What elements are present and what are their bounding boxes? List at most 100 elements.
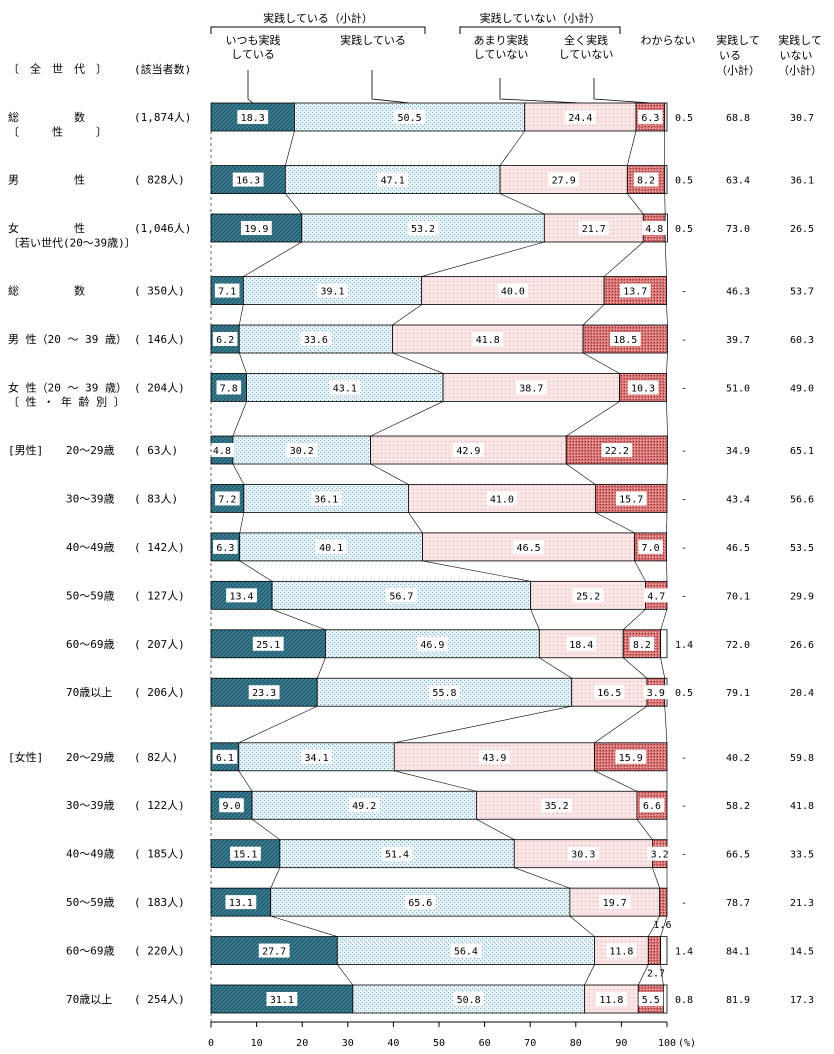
value-label-bg-15-2: [593, 685, 625, 700]
header-subtotal-no-2: いない: [780, 49, 813, 62]
subtotal-yes-19: 66.5: [726, 850, 750, 861]
connector-19-2: [476, 818, 515, 840]
row-label-13: 50～59歳: [66, 589, 115, 602]
value-label-22-1: 50.8: [457, 995, 481, 1006]
x-axis-unit: (%): [678, 1038, 696, 1049]
value-label-3-1: 47.1: [381, 176, 405, 187]
value-label-bg-22-1: [453, 992, 485, 1006]
value-label-bg-17-3: [615, 749, 647, 764]
header-subtotal-no-3: （小計）: [778, 63, 822, 77]
value-label-3-3: 8.2: [637, 176, 655, 187]
connector-19-3: [636, 819, 653, 840]
subtotal-no-11: 56.6: [790, 494, 814, 505]
subtotal-no-17: 59.8: [790, 753, 814, 764]
value-label-bg-11-0: [215, 491, 240, 506]
dk-value-15: 0.5: [675, 688, 693, 699]
bar-segment-21-1: [336, 936, 595, 965]
value-label-11-3: 15.7: [619, 494, 643, 505]
row-n-11: ( 83人): [134, 492, 178, 505]
subtotal-no-12: 53.5: [790, 543, 814, 554]
connector-10-2: [370, 401, 444, 437]
value-label-1-1: 50.5: [398, 113, 422, 124]
value-label-bg-17-1: [301, 749, 332, 764]
row-n-3: ( 828人): [134, 174, 185, 187]
value-label-22-0: 31.1: [270, 995, 294, 1006]
value-label-7-3: 18.5: [613, 335, 637, 346]
value-label-8-0: 7.8: [220, 383, 238, 394]
connector-18-1: [238, 770, 253, 792]
connector-13-1: [239, 560, 273, 582]
value-label-bg-12-3: [638, 539, 663, 554]
legend-label-2-1: していない: [474, 48, 529, 61]
connector-11-3: [566, 463, 596, 485]
value-label-7-1: 33.6: [304, 335, 328, 346]
row-n-4: (1,046人): [134, 222, 191, 235]
connector-15-2: [539, 657, 572, 679]
value-label-bg-8-3: [627, 380, 659, 395]
value-label-bg-21-2: [606, 943, 637, 958]
value-label-bg-11-1: [310, 491, 342, 506]
connector-4-1: [285, 193, 302, 215]
value-label-bg-21-1: [450, 943, 482, 958]
row-label-7: 男 性（20 ～ 39 歳）: [8, 332, 127, 346]
legend-label-2-0: あまり実践: [474, 33, 529, 47]
row-n-20: ( 183人): [134, 896, 185, 909]
row-n-13: ( 127人): [134, 589, 185, 602]
row-label-15: 70歳以上: [66, 686, 112, 699]
row-label-21: 60～69歳: [66, 945, 115, 958]
value-label-bg-19-2: [567, 846, 599, 861]
subtotal-no-21: 14.5: [790, 947, 814, 958]
value-label-bg-22-3: [638, 992, 664, 1006]
bar-segment-1-4: [664, 102, 668, 132]
value-label-bg-10-0: [209, 443, 235, 458]
row-label-19: 40～49歳: [66, 848, 115, 861]
value-label-13-2: 25.2: [576, 591, 600, 602]
value-label-bg-3-0: [232, 172, 264, 187]
subtotal-yes-1: 68.8: [726, 113, 750, 124]
value-label-6-1: 39.1: [320, 287, 344, 298]
subtotal-no-8: 49.0: [790, 383, 814, 394]
value-label-bg-13-3: [643, 588, 669, 603]
value-label-11-0: 7.2: [218, 494, 236, 505]
value-label-1-3: 6.3: [641, 113, 659, 124]
value-label-13-0: 13.4: [230, 591, 254, 602]
bar-segment-21-3: [647, 936, 662, 965]
value-label-bg-3-2: [548, 172, 580, 187]
value-label-bg-4-1: [407, 221, 439, 236]
row-n-15: ( 206人): [134, 686, 185, 699]
subtotal-yes-3: 63.4: [726, 176, 750, 187]
connector-14-2: [530, 609, 540, 630]
connector-17-2: [394, 705, 572, 744]
dk-value-21: 1.4: [675, 947, 693, 958]
value-label-21-1: 56.4: [454, 947, 478, 958]
subtotal-yes-6: 46.3: [726, 287, 750, 298]
value-label-21-2: 11.8: [609, 947, 633, 958]
row-label-12: 40～49歳: [66, 541, 115, 554]
value-label-15-0: 23.3: [252, 688, 276, 699]
value-label-bg-14-1: [416, 636, 448, 651]
legend-label-3-1: していない: [559, 48, 614, 61]
value-label-17-1: 34.1: [305, 753, 329, 764]
subtotal-yes-18: 58.2: [726, 801, 750, 812]
subtotal-no-3: 36.1: [790, 176, 814, 187]
value-label-12-2: 46.5: [517, 543, 541, 554]
connector-14-4: [660, 609, 668, 630]
connector-3-3: [627, 130, 637, 166]
legend-leader-1: [371, 70, 410, 104]
value-label-bg-21-0: [258, 943, 290, 958]
value-label-10-0: 4.8: [213, 446, 231, 457]
value-label-18-3: 6.6: [643, 801, 661, 812]
value-label-14-2: 18.4: [569, 640, 593, 651]
value-label-4-2: 21.7: [582, 224, 606, 235]
dk-value-18: -: [681, 801, 687, 812]
subtotal-yes-10: 34.9: [726, 446, 750, 457]
value-label-bg-4-0: [240, 221, 272, 236]
x-tick-label-6: 60: [479, 1038, 491, 1049]
section-heading-0: 〔 全 世 代 〕: [8, 62, 107, 76]
connector-11-2: [370, 463, 409, 485]
connector-21-1: [270, 915, 338, 937]
x-tick-label-7: 70: [524, 1038, 536, 1049]
connector-12-2: [408, 512, 423, 534]
value-label-bg-15-1: [429, 685, 460, 700]
